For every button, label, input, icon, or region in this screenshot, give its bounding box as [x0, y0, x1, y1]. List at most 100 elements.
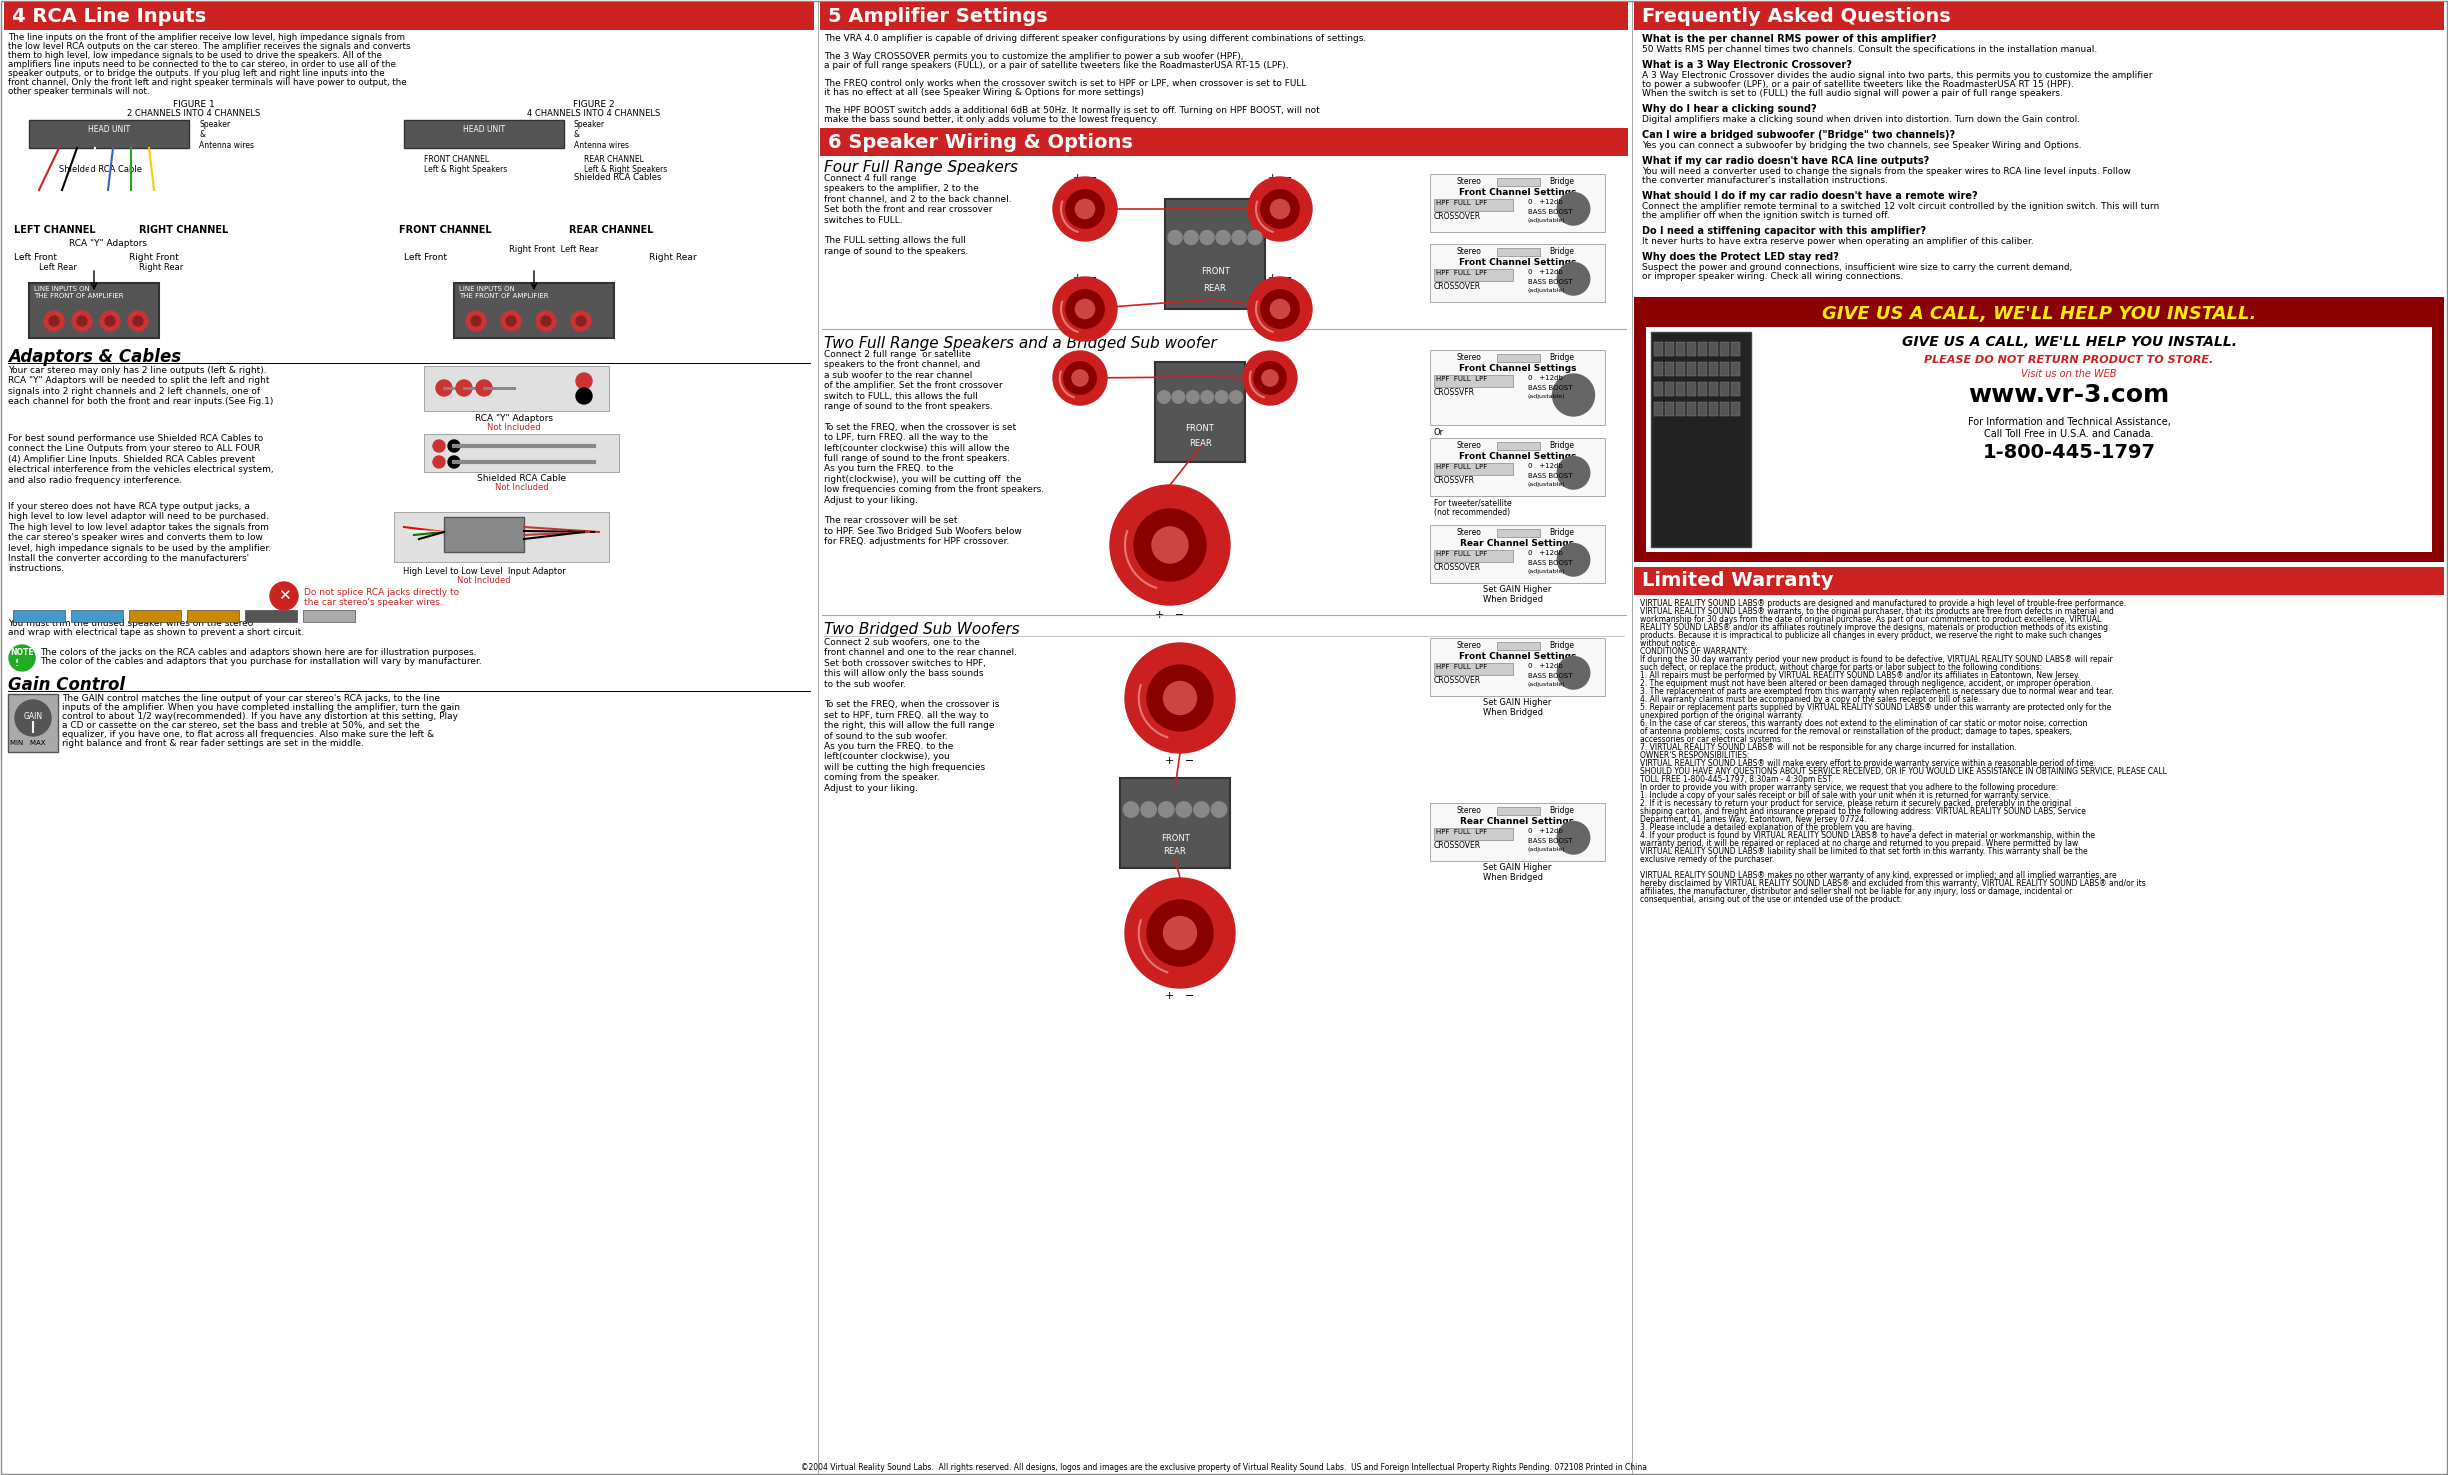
Circle shape: [1229, 391, 1241, 403]
Text: Set GAIN Higher
When Bridged: Set GAIN Higher When Bridged: [1483, 863, 1552, 882]
Bar: [424, 434, 619, 472]
Bar: [1435, 268, 1513, 282]
Bar: [1430, 174, 1606, 232]
Text: 1. Include a copy of your sales receipt or bill of sale with your unit when it i: 1. Include a copy of your sales receipt …: [1640, 791, 2051, 799]
Circle shape: [502, 311, 521, 330]
Text: it has no effect at all (see Speaker Wiring & Options for more settings): it has no effect at all (see Speaker Wir…: [825, 88, 1143, 97]
Text: Frequently Asked Questions: Frequently Asked Questions: [1643, 6, 1951, 25]
Bar: [1699, 342, 1706, 355]
Text: warranty period, it will be repaired or replaced at no charge and returned to yo: warranty period, it will be repaired or …: [1640, 839, 2078, 848]
Circle shape: [1141, 802, 1155, 817]
Bar: [12, 611, 66, 622]
Text: Front Channel Settings: Front Channel Settings: [1459, 451, 1577, 462]
Bar: [1496, 530, 1540, 537]
Bar: [1435, 550, 1513, 562]
Bar: [1435, 199, 1513, 211]
Text: 5. Repair or replacement parts supplied by VIRTUAL REALITY SOUND LABS® under thi: 5. Repair or replacement parts supplied …: [1640, 704, 2110, 712]
Text: VIRTUAL REALITY SOUND LABS® makes no other warranty of any kind, expressed or im: VIRTUAL REALITY SOUND LABS® makes no oth…: [1640, 872, 2118, 881]
Text: Adaptors & Cables: Adaptors & Cables: [7, 348, 181, 366]
Bar: [1721, 403, 1728, 416]
Text: CROSSOVER: CROSSOVER: [1435, 212, 1481, 221]
Bar: [71, 611, 122, 622]
Text: Front Channel Settings: Front Channel Settings: [1459, 652, 1577, 661]
Text: 7. VIRTUAL REALITY SOUND LABS® will not be responsible for any charge incurred f: 7. VIRTUAL REALITY SOUND LABS® will not …: [1640, 743, 2017, 752]
Text: shipping carton, and freight and insurance prepaid to the following address: VIR: shipping carton, and freight and insuran…: [1640, 807, 2086, 816]
Text: Suspect the power and ground connections, insufficient wire size to carry the cu: Suspect the power and ground connections…: [1643, 263, 2073, 271]
Text: accessories or car electrical systems.: accessories or car electrical systems.: [1640, 735, 1782, 743]
Text: Visit us on the WEB: Visit us on the WEB: [2022, 369, 2118, 379]
Text: BASS BOOST: BASS BOOST: [1528, 209, 1572, 215]
Circle shape: [76, 316, 88, 326]
Circle shape: [1231, 230, 1246, 245]
Text: You will need a converter used to change the signals from the speaker wires to R: You will need a converter used to change…: [1643, 167, 2130, 176]
Text: GAIN: GAIN: [24, 712, 42, 721]
Bar: [1721, 382, 1728, 395]
Circle shape: [1244, 351, 1297, 406]
Text: Do not splice RCA jacks directly to
the car stereo's speaker wires.: Do not splice RCA jacks directly to the …: [304, 589, 460, 608]
Text: −: −: [1283, 173, 1293, 183]
Text: +: +: [1268, 273, 1278, 283]
Bar: [1677, 342, 1684, 355]
Bar: [1699, 403, 1706, 416]
Text: If your stereo does not have RCA type output jacks, a
high level to low level ad: If your stereo does not have RCA type ou…: [7, 502, 272, 574]
Text: Front Channel Settings: Front Channel Settings: [1459, 364, 1577, 373]
Text: Your car stereo may only has 2 line outputs (left & right).
RCA "Y" Adaptors wil: Your car stereo may only has 2 line outp…: [7, 366, 274, 406]
Text: Connect the amplifier remote terminal to a switched 12 volt circuit controlled b: Connect the amplifier remote terminal to…: [1643, 202, 2159, 211]
Text: CROSSOVER: CROSSOVER: [1435, 841, 1481, 850]
Text: −: −: [1089, 273, 1097, 283]
Text: GIVE US A CALL, WE'LL HELP YOU INSTALL.: GIVE US A CALL, WE'LL HELP YOU INSTALL.: [1902, 335, 2237, 350]
Bar: [1435, 827, 1513, 839]
Circle shape: [1248, 277, 1312, 341]
Text: CROSSOVER: CROSSOVER: [1435, 563, 1481, 572]
Text: HPF  FULL  LPF: HPF FULL LPF: [1437, 270, 1488, 276]
Bar: [1430, 639, 1606, 696]
Text: Set GAIN Higher
When Bridged: Set GAIN Higher When Bridged: [1483, 698, 1552, 717]
Circle shape: [1072, 370, 1087, 386]
Circle shape: [1253, 361, 1285, 394]
Circle shape: [448, 456, 460, 468]
Circle shape: [127, 311, 147, 330]
Bar: [820, 1, 1628, 30]
Circle shape: [1075, 199, 1094, 218]
Circle shape: [1053, 177, 1116, 240]
Text: 6 Speaker Wiring & Options: 6 Speaker Wiring & Options: [827, 133, 1133, 152]
Text: VIRTUAL REALITY SOUND LABS® liability shall be limited to that set forth in this: VIRTUAL REALITY SOUND LABS® liability sh…: [1640, 847, 2088, 856]
Text: (adjustable): (adjustable): [1528, 394, 1567, 400]
Bar: [1677, 361, 1684, 376]
Text: BASS BOOST: BASS BOOST: [1528, 673, 1572, 678]
Text: REAR CHANNEL: REAR CHANNEL: [568, 226, 654, 235]
Text: REAR: REAR: [1204, 283, 1226, 292]
Text: In order to provide you with proper warranty service, we request that you adhere: In order to provide you with proper warr…: [1640, 783, 2059, 792]
Text: Two Full Range Speakers and a Bridged Sub woofer: Two Full Range Speakers and a Bridged Su…: [825, 336, 1217, 351]
Text: 4. If your product is found by VIRTUAL REALITY SOUND LABS® to have a defect in m: 4. If your product is found by VIRTUAL R…: [1640, 830, 2095, 839]
Circle shape: [1163, 916, 1197, 950]
Text: www.vr-3.com: www.vr-3.com: [1968, 384, 2169, 407]
Text: Speaker
&
Antenna wires: Speaker & Antenna wires: [573, 119, 629, 150]
Text: CROSSOVER: CROSSOVER: [1435, 282, 1481, 291]
Circle shape: [1126, 878, 1234, 988]
Text: It never hurts to have extra reserve power when operating an amplifier of this c: It never hurts to have extra reserve pow…: [1643, 237, 2034, 246]
Circle shape: [1557, 656, 1589, 689]
Text: exclusive remedy of the purchaser.: exclusive remedy of the purchaser.: [1640, 855, 1775, 864]
Text: right balance and front & rear fader settings are set in the middle.: right balance and front & rear fader set…: [61, 739, 365, 748]
Text: What is a 3 Way Electronic Crossover?: What is a 3 Way Electronic Crossover?: [1643, 60, 1851, 69]
Text: BASS BOOST: BASS BOOST: [1528, 279, 1572, 285]
Bar: [5, 1, 815, 30]
Text: (adjustable): (adjustable): [1528, 482, 1567, 487]
Circle shape: [1075, 299, 1094, 319]
Text: 5 Amplifier Settings: 5 Amplifier Settings: [827, 6, 1048, 25]
Text: For Information and Technical Assistance,: For Information and Technical Assistance…: [1968, 417, 2171, 426]
Text: 0   +12db: 0 +12db: [1528, 827, 1562, 833]
Text: the low level RCA outputs on the car stereo. The amplifier receives the signals : the low level RCA outputs on the car ste…: [7, 41, 411, 52]
Circle shape: [1261, 370, 1278, 386]
Circle shape: [105, 316, 115, 326]
Text: NOTE
  !: NOTE !: [10, 649, 34, 668]
Circle shape: [1261, 289, 1300, 329]
Bar: [1731, 382, 1741, 395]
Text: 3. The replacement of parts are exempted from this warranty when replacement is : 3. The replacement of parts are exempted…: [1640, 687, 2113, 696]
Circle shape: [71, 311, 93, 330]
Bar: [1496, 248, 1540, 257]
Text: speaker outputs, or to bridge the outputs. If you plug left and right line input: speaker outputs, or to bridge the output…: [7, 69, 384, 78]
Text: Not Included: Not Included: [494, 482, 548, 493]
Bar: [453, 283, 614, 338]
